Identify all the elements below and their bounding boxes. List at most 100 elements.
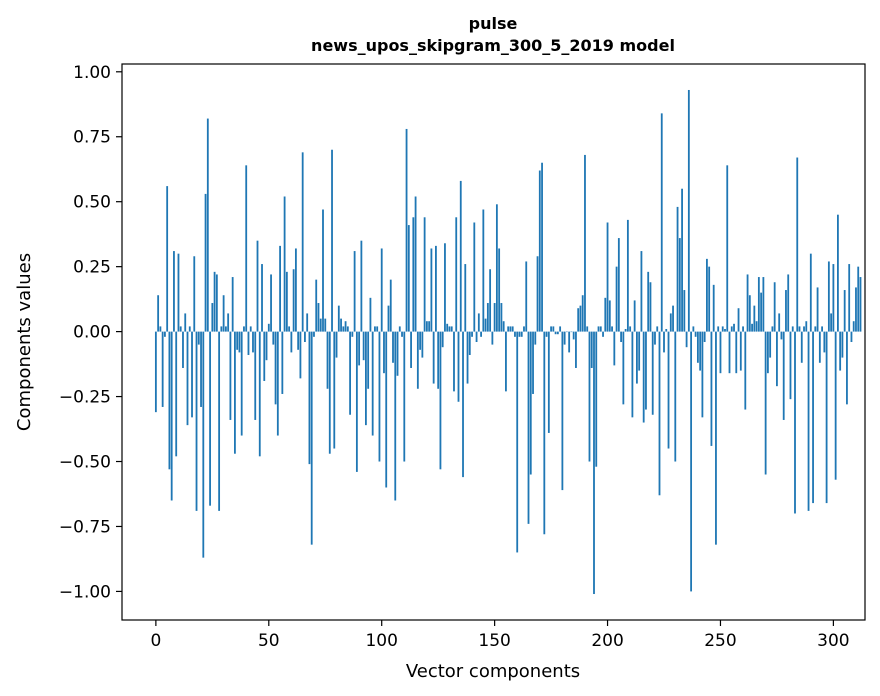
bar [606, 222, 609, 332]
bar [848, 264, 851, 332]
bar [541, 162, 543, 332]
bar [791, 326, 794, 332]
bar [699, 331, 702, 371]
bar [827, 261, 830, 332]
bar [812, 331, 814, 504]
bar [360, 240, 363, 332]
y-tick-label: 1.00 [73, 63, 111, 83]
bar [392, 331, 394, 363]
bar [843, 290, 846, 332]
bar [209, 331, 211, 506]
bar [206, 118, 209, 332]
bar [285, 271, 288, 332]
bar [726, 165, 729, 332]
bar [615, 266, 618, 332]
bar [462, 331, 464, 478]
y-tick-label: −1.00 [59, 582, 111, 602]
bar [243, 326, 245, 332]
bar [715, 331, 717, 545]
x-tick-label: 100 [365, 631, 397, 651]
bar [224, 326, 227, 332]
bar [179, 326, 182, 332]
bar [536, 256, 539, 332]
bar [261, 264, 263, 332]
bar [240, 331, 243, 436]
bar [681, 188, 683, 332]
bar [385, 331, 388, 488]
bar [572, 331, 575, 340]
bar [509, 326, 512, 332]
bar [211, 303, 214, 332]
bar [367, 331, 370, 389]
bar [193, 256, 196, 332]
bar [821, 326, 823, 332]
bar [547, 331, 550, 433]
bar [787, 274, 790, 332]
bar [733, 323, 735, 332]
bar [263, 331, 266, 381]
bar [416, 331, 419, 389]
bar [227, 313, 230, 332]
bar [188, 326, 191, 332]
bar [403, 331, 406, 462]
bar [561, 331, 564, 491]
bar [617, 238, 620, 332]
bar [234, 331, 236, 454]
bar [685, 331, 688, 348]
bar [455, 217, 458, 332]
bar [274, 331, 277, 405]
bar [728, 331, 731, 374]
bar [177, 253, 180, 332]
bar [326, 331, 329, 389]
bar [753, 305, 756, 332]
bar [830, 313, 833, 332]
bars-group [154, 89, 862, 595]
bar [520, 331, 523, 337]
bar [331, 149, 333, 332]
bar [663, 331, 665, 353]
bar [800, 331, 803, 363]
bar [410, 331, 412, 368]
bar [435, 245, 437, 332]
bar [351, 331, 354, 337]
bar [852, 321, 855, 332]
bar [215, 274, 218, 332]
bar [195, 331, 198, 511]
bar [579, 305, 582, 332]
bar [304, 331, 306, 342]
bar [389, 279, 392, 332]
bar [283, 196, 286, 332]
bar [523, 326, 525, 332]
bar [708, 266, 711, 332]
x-tick-label: 150 [478, 631, 510, 651]
bar [157, 295, 160, 332]
bar [766, 331, 769, 374]
bar [529, 331, 532, 475]
bar [737, 308, 740, 332]
bar [678, 238, 681, 332]
x-tick-label: 0 [150, 631, 161, 651]
bar [568, 331, 571, 353]
bar [191, 331, 193, 418]
bar [448, 326, 451, 332]
bar [841, 331, 844, 358]
bar [735, 331, 738, 374]
bar [859, 277, 862, 332]
bar [511, 326, 514, 332]
bar [423, 217, 426, 332]
bar [464, 264, 467, 332]
bar [550, 326, 552, 332]
bar [665, 329, 668, 332]
bar [534, 331, 537, 345]
bar [371, 331, 374, 436]
bar [324, 318, 327, 332]
bar [575, 331, 577, 368]
bar [782, 331, 785, 420]
bar [640, 251, 643, 332]
bar [365, 331, 367, 426]
bar [696, 331, 699, 363]
bar [466, 331, 469, 384]
bar [457, 331, 460, 402]
bar [622, 331, 625, 405]
bar [168, 331, 171, 470]
